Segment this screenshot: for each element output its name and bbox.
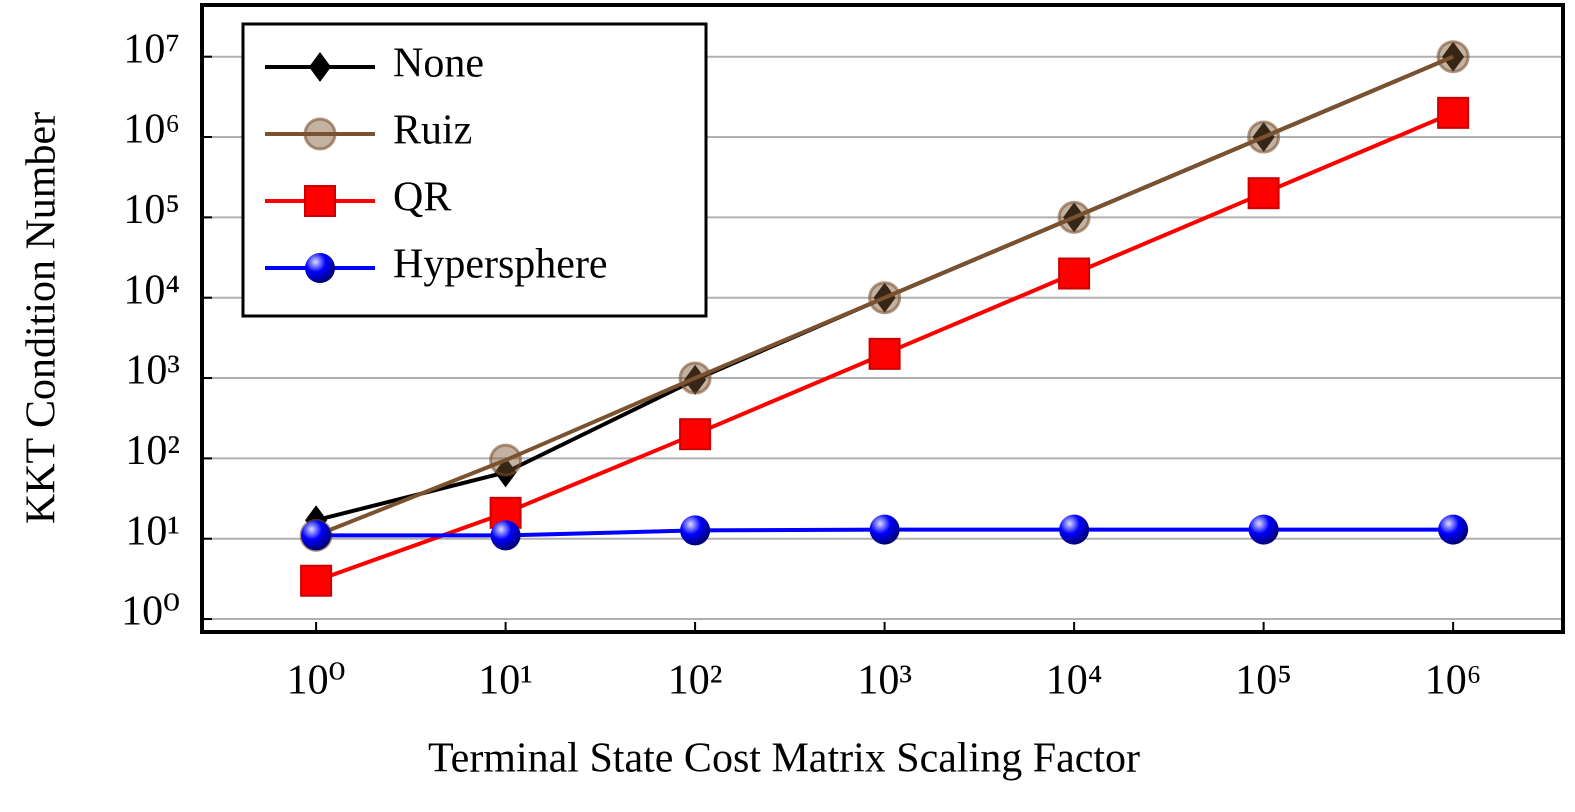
marker: [1436, 40, 1470, 74]
marker: [1247, 120, 1281, 154]
x-tick-label: 10⁰: [287, 658, 346, 704]
y-tick-label: 10⁴: [123, 267, 180, 313]
x-axis-label: Terminal State Cost Matrix Scaling Facto…: [428, 736, 1140, 782]
marker: [490, 520, 521, 551]
marker: [1442, 41, 1465, 72]
x-tick-label: 10⁴: [1046, 658, 1103, 704]
marker: [1247, 177, 1280, 210]
y-tick-label: 10³: [125, 348, 180, 394]
y-tick-label: 10¹: [125, 508, 180, 554]
legend-label: None: [393, 41, 484, 87]
x-tick-label: 10³: [857, 658, 912, 704]
series-line: [315, 54, 1454, 538]
marker: [1058, 257, 1091, 290]
y-tick-label: 10⁷: [123, 26, 180, 72]
y-axis-label: KKT Condition Number: [19, 112, 65, 524]
y-tick-label: 10⁵: [123, 187, 180, 233]
x-tick-label: 10²: [668, 658, 723, 704]
marker: [868, 337, 901, 370]
legend: None Ruiz QR Hypersphere: [241, 22, 708, 318]
legend-label: Ruiz: [393, 108, 472, 154]
plot-frame: [200, 3, 1565, 634]
y-tick-label: 10⁶: [123, 107, 180, 153]
marker: [1057, 200, 1091, 234]
x-tick-label: 10¹: [478, 658, 533, 704]
y-tick-label: 10⁰: [121, 589, 180, 635]
legend-marker: [304, 185, 336, 217]
marker: [300, 564, 333, 597]
marker: [494, 457, 517, 488]
x-tick-label: 10⁶: [1425, 658, 1482, 704]
marker: [868, 281, 902, 315]
legend-label: Hypersphere: [393, 242, 608, 288]
legend-marker: [305, 253, 335, 283]
marker: [680, 515, 711, 546]
legend-label: QR: [393, 175, 451, 221]
marker: [678, 361, 712, 395]
marker: [1059, 514, 1090, 545]
legend-marker: [303, 117, 337, 151]
marker: [1438, 514, 1469, 545]
marker: [489, 443, 523, 477]
marker: [301, 520, 332, 551]
marker: [1437, 96, 1470, 129]
marker: [869, 514, 900, 545]
marker: [679, 418, 712, 451]
legend-marker: [309, 52, 331, 82]
y-tick-label: 10²: [125, 428, 180, 474]
marker: [1248, 514, 1279, 545]
x-tick-label: 10⁵: [1235, 658, 1292, 704]
